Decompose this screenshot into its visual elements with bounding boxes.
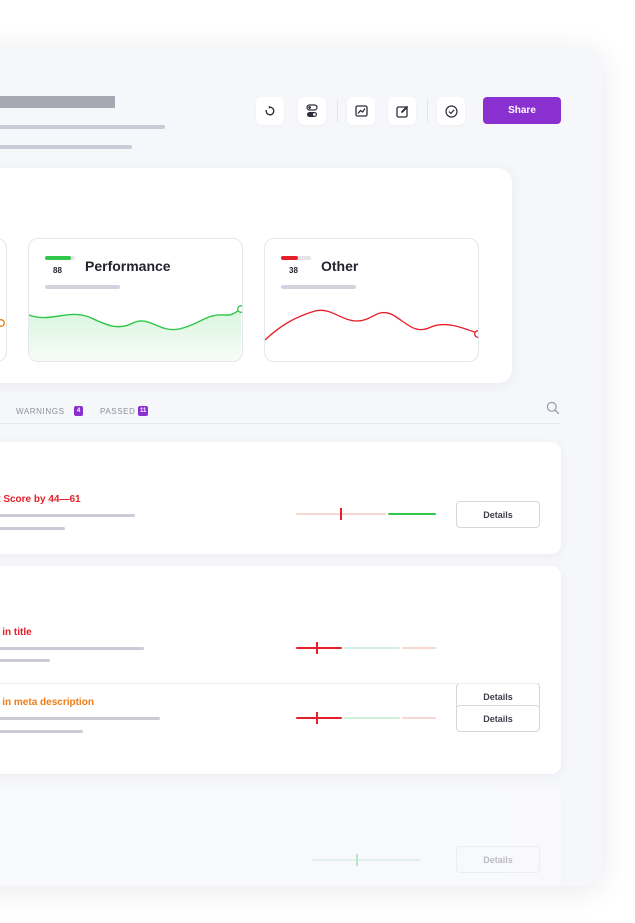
warnings-count-badge: 4	[74, 406, 83, 416]
edit-icon	[395, 105, 408, 118]
check-circle-icon	[444, 104, 458, 118]
score-range-indicator	[296, 712, 436, 724]
approve-button[interactable]	[437, 97, 465, 125]
score-description-placeholder	[45, 285, 120, 289]
score-meter	[281, 256, 311, 260]
page-subtitle-placeholder	[0, 125, 165, 129]
issue-group: ls red Details	[0, 786, 561, 886]
issue-group: ontent Score by 44—61 Details	[0, 442, 561, 554]
refresh-button[interactable]	[256, 97, 284, 125]
score-description-placeholder	[281, 285, 356, 289]
scores-panel: 88 Performance 38 Other	[0, 168, 512, 383]
issue-description-placeholder	[0, 659, 50, 662]
toolbar-divider	[427, 100, 428, 122]
issue-title: acters in meta description	[0, 697, 94, 708]
edit-button[interactable]	[388, 97, 416, 125]
issue-tabs: WARNINGS 4 PASSED 11	[0, 403, 560, 423]
details-button[interactable]: Details	[456, 846, 540, 873]
details-button[interactable]: Details	[456, 705, 540, 732]
details-button[interactable]: Details	[456, 501, 540, 528]
score-meter	[45, 256, 75, 260]
issue-description-placeholder	[0, 730, 83, 733]
chart-button[interactable]	[347, 97, 375, 125]
tab-warnings[interactable]: WARNINGS	[16, 407, 65, 416]
page-title-placeholder	[0, 96, 115, 108]
score-card-partial[interactable]	[0, 238, 7, 362]
issue-title: ontent Score by 44—61	[0, 494, 81, 505]
toggle-button[interactable]	[298, 97, 326, 125]
tabs-divider	[0, 423, 561, 424]
score-value: 38	[289, 266, 298, 275]
refresh-icon	[265, 105, 275, 116]
score-range-indicator	[312, 854, 420, 866]
search-icon[interactable]	[546, 401, 560, 415]
toggle-icon	[306, 104, 318, 117]
trend-line-red	[265, 309, 478, 341]
issue-group: acters in title Details acters in meta d…	[0, 566, 561, 774]
page-subtitle-placeholder	[0, 145, 132, 149]
passed-count-badge: 11	[138, 406, 149, 416]
issue-description-placeholder	[0, 717, 160, 720]
trend-line-green	[29, 305, 242, 361]
issue-description-placeholder	[0, 514, 135, 517]
tab-passed[interactable]: PASSED	[100, 407, 136, 416]
score-card-performance[interactable]: 88 Performance	[28, 238, 243, 362]
score-range-indicator	[296, 508, 436, 520]
score-value: 88	[53, 266, 62, 275]
score-name: Performance	[85, 258, 171, 274]
issue-title: acters in title	[0, 627, 32, 638]
score-range-indicator	[296, 642, 436, 654]
score-name: Other	[321, 258, 359, 274]
issue-description-placeholder	[0, 647, 144, 650]
share-button[interactable]: Share	[483, 97, 561, 124]
score-card-other[interactable]: 38 Other	[264, 238, 479, 362]
trend-line-orange	[0, 319, 5, 327]
row-divider	[0, 683, 540, 684]
chart-icon	[354, 105, 368, 117]
toolbar-divider	[337, 100, 338, 122]
issue-description-placeholder	[0, 527, 65, 530]
app-window: Share 88 Performance	[0, 48, 602, 886]
